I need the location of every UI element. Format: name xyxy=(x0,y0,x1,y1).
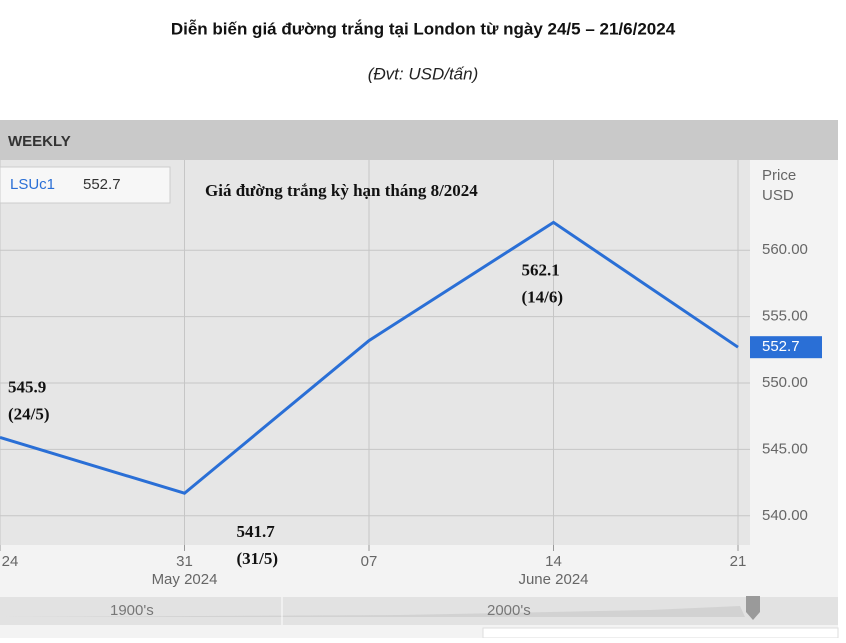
x-tick-label: 24 xyxy=(2,553,19,570)
navigator-handle[interactable] xyxy=(746,596,760,620)
date-label: (31/5) xyxy=(237,549,279,568)
last-value-label: 552.7 xyxy=(762,338,800,355)
legend-name: LSUc1 xyxy=(10,176,55,193)
navigator-label: 2000's xyxy=(487,602,531,619)
legend-value: 552.7 xyxy=(83,176,121,193)
chart-subtitle: (Đvt: USD/tấn) xyxy=(368,64,479,83)
x-tick-label: 31 xyxy=(176,553,193,570)
plot-area xyxy=(0,160,750,545)
bottom-box xyxy=(482,627,839,639)
value-label: 541.7 xyxy=(237,522,276,541)
y-tick-label: 540.00 xyxy=(762,507,808,524)
y-unit: USD xyxy=(762,187,794,204)
date-label: (14/6) xyxy=(522,287,564,306)
line xyxy=(0,220,739,495)
value-label: 562.1 xyxy=(522,260,560,279)
y-tick-label: 555.00 xyxy=(762,308,808,325)
y-tick-label: 560.00 xyxy=(762,241,808,258)
date-label: (24/5) xyxy=(8,404,50,423)
period-label: WEEKLY xyxy=(8,133,71,150)
navigator-area xyxy=(0,606,745,617)
y-tick-label: 550.00 xyxy=(762,374,808,391)
chart-title: Diễn biến giá đường trắng tại London từ … xyxy=(171,19,676,38)
y-tick-label: 545.00 xyxy=(762,440,808,457)
x-group-label: June 2024 xyxy=(518,571,588,588)
x-tick-label: 14 xyxy=(545,553,562,570)
x-tick-label: 07 xyxy=(361,553,378,570)
legend xyxy=(0,166,171,204)
x-tick-label: 21 xyxy=(730,553,747,570)
last-value-box xyxy=(750,336,822,359)
y-label: Price xyxy=(762,167,796,184)
value-label: 545.9 xyxy=(8,377,46,396)
inner-title: Giá đường trắng kỳ hạn tháng 8/2024 xyxy=(205,181,478,200)
header-bar xyxy=(0,120,838,160)
navigator-label: 1900's xyxy=(110,602,154,619)
x-group-label: May 2024 xyxy=(152,571,218,588)
